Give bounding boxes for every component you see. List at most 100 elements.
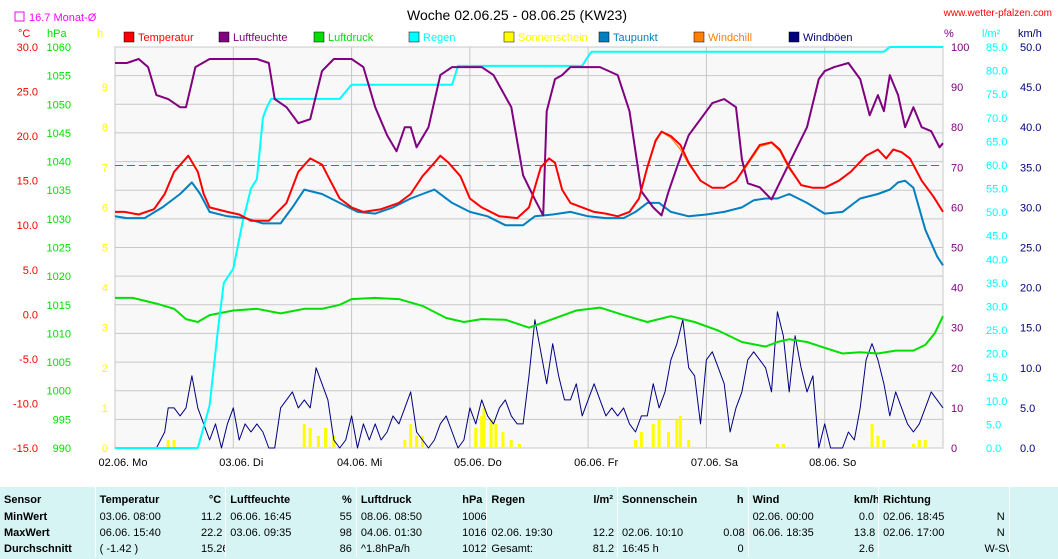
rain-tick-label: 50.0	[986, 207, 1007, 219]
legend-label: Windböen	[803, 32, 853, 44]
temperature-tick-label: -5.0	[19, 354, 38, 366]
rain-tick-label: 0.0	[986, 443, 1001, 455]
weather-chart: 30.025.020.015.010.05.00.0-5.0-10.0-15.0…	[13, 7, 1052, 469]
legend-swatch	[313, 31, 325, 43]
rain-tick-label: 75.0	[986, 89, 1007, 101]
stats-header-row: Sensor Temperatur °C Luftfeuchte% Luftdruck h…	[0, 487, 1058, 509]
pressure-unit-label: hPa	[47, 28, 67, 40]
humidity-tick-label: 50	[951, 243, 963, 255]
x-tick-label: 02.06. Mo	[99, 457, 148, 469]
rain-tick-label: 70.0	[986, 113, 1007, 125]
stats-value: 15.26	[200, 543, 226, 555]
humidity-unit-label: %	[944, 28, 954, 40]
sunshine-bar	[775, 443, 779, 448]
legend-swatch	[598, 31, 610, 43]
stats-spacer	[1008, 509, 1058, 525]
sunshine-bar	[509, 439, 513, 448]
humidity-tick-label: 90	[951, 82, 963, 94]
sunshine-bar	[518, 443, 522, 448]
sunshine-bar	[316, 435, 320, 448]
legend-label: Sonnenschein	[518, 32, 588, 44]
wind-tick-label: 35.0	[1020, 162, 1041, 174]
series-line-luftdruck	[115, 296, 944, 355]
temperature-tick-label: 15.0	[17, 176, 38, 188]
sunshine-bar	[923, 439, 927, 448]
temperature-tick-label: 25.0	[17, 87, 38, 99]
sunshine-tick-label: 7	[102, 162, 108, 174]
site-label: www.wetter-pfalzen.com	[943, 8, 1052, 19]
sunshine-bar	[494, 423, 498, 448]
sunshine-bar	[651, 423, 655, 448]
stats-cell: 06.06. 16:45	[225, 509, 328, 525]
stats-header: Luftdruck	[355, 487, 459, 509]
humidity-tick-label: 30	[951, 323, 963, 335]
stats-value: 22.2	[200, 527, 223, 539]
axes: 30.025.020.015.010.05.00.0-5.0-10.0-15.0…	[13, 28, 1042, 469]
stats-header-unit	[980, 487, 1009, 509]
stats-cell: 03.06. 09:35	[225, 525, 328, 541]
sunshine-bar	[332, 435, 336, 448]
wind-tick-label: 15.0	[1020, 323, 1041, 335]
stats-value: 1012.2	[462, 543, 487, 555]
sunshine-bar	[403, 439, 407, 448]
rain-tick-label: 55.0	[986, 184, 1007, 196]
x-tick-label: 06.06. Fr	[574, 457, 618, 469]
stats-cell: 02.06. 18:45	[878, 509, 981, 525]
sunshine-bar	[501, 431, 505, 448]
stats-cell: 02.06. 00:00	[747, 509, 850, 525]
sunshine-bar	[409, 423, 413, 448]
wind-tick-label: 5.0	[1020, 403, 1035, 415]
rain-unit-label: l/m²	[982, 28, 1001, 40]
stats-value: 0	[737, 543, 744, 555]
stats-spacer	[1008, 487, 1058, 509]
stats-value: 0.0	[858, 511, 875, 523]
sunshine-bar	[917, 439, 921, 448]
sunshine-bar	[882, 439, 886, 448]
sunshine-bar	[657, 419, 661, 448]
stats-cell: 04.06. 01:30	[355, 525, 459, 541]
temperature-unit-label: °C	[18, 28, 30, 40]
stats-header: Richtung	[878, 487, 981, 509]
series-line-temperatur	[115, 130, 944, 222]
legend-label: Taupunkt	[613, 32, 658, 44]
stats-value	[719, 509, 748, 525]
sunshine-tick-label: 6	[102, 202, 108, 214]
sunshine-tick-label: 3	[102, 323, 108, 335]
stats-cell: Gesamt:	[486, 541, 589, 557]
rain-tick-label: 25.0	[986, 325, 1007, 337]
x-tick-label: 07.06. Sa	[691, 457, 739, 469]
stats-header-unit: l/m²	[593, 494, 613, 506]
sunshine-bar	[489, 419, 493, 448]
sunshine-tick-label: 4	[102, 283, 108, 295]
stats-value: W-SW	[984, 543, 1009, 555]
legend-swatch	[218, 31, 230, 43]
wind-tick-label: 30.0	[1020, 202, 1041, 214]
rain-tick-label: 20.0	[986, 349, 1007, 361]
stats-header: Temperatur	[94, 487, 197, 509]
stats-cell: 03.06. 08:00	[94, 509, 197, 525]
legend: Temperatur Luftfeuchte Luftdruck Regen Sonne…	[123, 31, 853, 44]
x-tick-label: 03.06. Di	[219, 457, 263, 469]
temperature-tick-label: 30.0	[17, 42, 38, 54]
sunshine-bar	[876, 435, 880, 448]
series-line-windböen	[115, 311, 944, 449]
temperature-tick-label: 0.0	[23, 309, 38, 321]
sunshine-unit-label: h	[97, 28, 103, 40]
stats-table: Sensor Temperatur °C Luftfeuchte% Luftdruck h…	[0, 487, 1058, 557]
sunshine-bar	[474, 427, 478, 448]
sunshine-bar	[324, 427, 328, 448]
sunshine-tick-label: 2	[102, 363, 108, 375]
stats-header-unit: h	[736, 494, 744, 506]
sunshine-tick-label: 0	[102, 443, 108, 455]
humidity-tick-label: 40	[951, 283, 963, 295]
pressure-tick-label: 1035	[47, 185, 71, 197]
sunshine-bar	[675, 419, 679, 448]
humidity-tick-label: 0	[951, 443, 957, 455]
stats-panel: Sensor Temperatur °C Luftfeuchte% Luftdruck h…	[0, 487, 1058, 559]
temperature-tick-label: 5.0	[23, 265, 38, 277]
pressure-tick-label: 1000	[47, 386, 71, 398]
legend-label: Windchill	[708, 32, 752, 44]
sunshine-bar	[667, 431, 671, 448]
sunshine-bar	[781, 443, 785, 448]
sunshine-bar	[415, 435, 419, 448]
